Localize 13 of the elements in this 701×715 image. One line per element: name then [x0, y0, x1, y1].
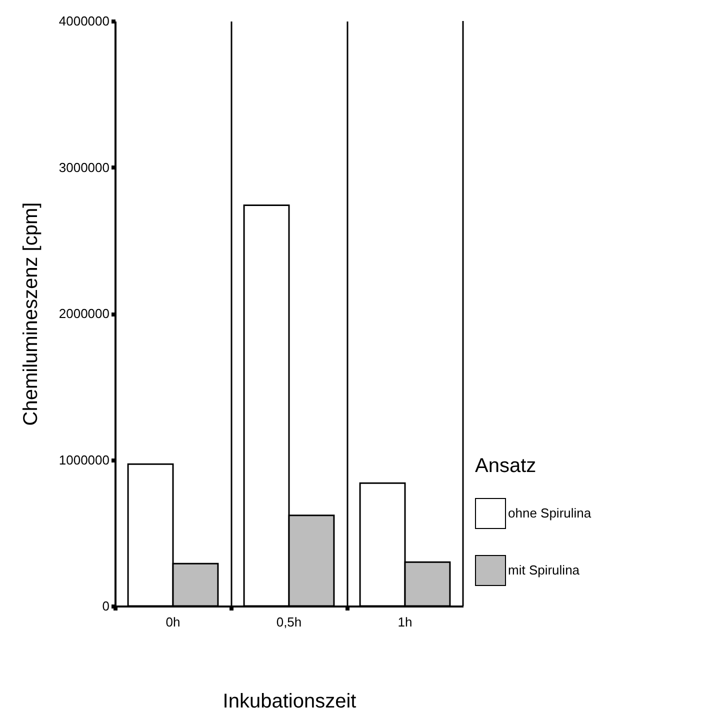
legend-title: Ansatz — [475, 455, 536, 477]
x-tick-label: 1h — [398, 614, 412, 630]
y-tick-label: 4000000 — [58, 14, 110, 28]
x-tick-label: 0h — [166, 614, 180, 630]
y-tick-label: 0 — [102, 598, 110, 614]
legend-label: ohne Spirulina — [508, 506, 592, 520]
x-tick-label: 0,5h — [276, 614, 302, 630]
legend-label: mit Spirulina — [508, 562, 580, 578]
y-tick-label: 3000000 — [58, 160, 110, 175]
y-tick-label: 2000000 — [58, 306, 110, 321]
y-axis-title: Chemilumineszenz [cpm] — [20, 202, 42, 426]
x-axis-title: Inkubationszeit — [222, 690, 357, 712]
y-tick-label: 1000000 — [58, 452, 110, 468]
